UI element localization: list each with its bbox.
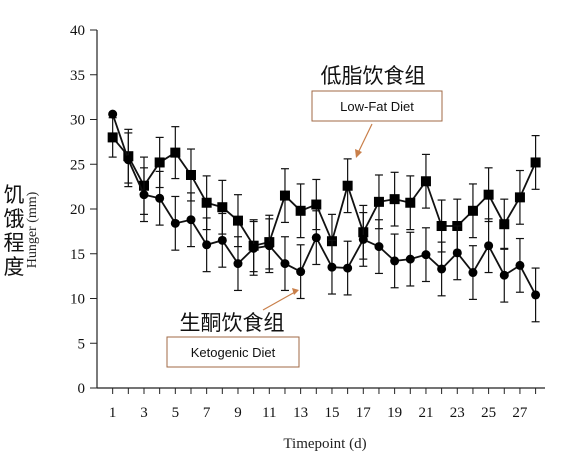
- ketogenic-point: [139, 190, 149, 200]
- x-tick-label: 23: [450, 405, 465, 421]
- low-fat-point: [217, 202, 228, 213]
- x-tick-label: 9: [234, 405, 242, 421]
- y-tick-label: 15: [70, 247, 85, 263]
- ketogenic-point: [249, 243, 259, 253]
- ketogenic-point: [405, 254, 415, 264]
- low-fat-point: [295, 205, 306, 216]
- ketogenic-point: [108, 109, 118, 119]
- y-axis-label-cn-char: 饿: [4, 207, 25, 231]
- x-tick-label: 25: [481, 405, 496, 421]
- low-fat-point: [530, 157, 541, 168]
- x-tick-label: 11: [262, 405, 276, 421]
- low-fat-point: [514, 192, 525, 203]
- y-tick-label: 0: [78, 381, 86, 397]
- ketogenic-point: [358, 234, 368, 244]
- ketogenic-point: [217, 235, 227, 245]
- low-fat-legend-box: [311, 90, 443, 122]
- y-axis-label-cn-char: 程: [4, 231, 25, 255]
- ketogenic-point: [327, 262, 337, 272]
- low-fat-point: [389, 194, 400, 205]
- y-axis-label-cn-char: 度: [4, 255, 25, 279]
- ketogenic-point: [499, 270, 509, 280]
- y-tick-label: 30: [70, 113, 85, 129]
- low-fat-point: [311, 199, 322, 210]
- low-fat-point: [373, 196, 384, 207]
- ketogenic-point: [437, 264, 447, 274]
- ketogenic-point: [170, 218, 180, 228]
- low-fat-point: [420, 176, 431, 187]
- low-fat-point: [405, 197, 416, 208]
- x-tick-label: 21: [418, 405, 433, 421]
- ketogenic-point: [155, 193, 165, 203]
- ketogenic-point: [264, 241, 274, 251]
- ketogenic-point: [311, 233, 321, 243]
- low-fat-point: [170, 147, 181, 158]
- ketogenic-point: [390, 256, 400, 266]
- ketogenic-point: [421, 250, 431, 260]
- y-tick-label: 25: [70, 157, 85, 173]
- ketogenic-point: [531, 290, 541, 300]
- low-fat-point: [154, 157, 165, 168]
- ketogenic-point: [280, 259, 290, 269]
- low-fat-line: [111, 136, 537, 247]
- low-fat-point: [232, 215, 243, 226]
- ketogenic-point: [296, 267, 306, 277]
- ketogenic-point: [374, 242, 384, 252]
- x-tick-label: 7: [203, 405, 211, 421]
- y-tick-label: 35: [70, 68, 85, 84]
- ketogenic-arrow: [262, 288, 299, 311]
- y-tick-label: 20: [70, 202, 85, 218]
- low-fat-point: [201, 197, 212, 208]
- low-fat-point: [499, 219, 510, 230]
- low-fat-point: [483, 189, 494, 200]
- y-tick-label: 10: [70, 292, 85, 308]
- ketogenic-point: [123, 155, 133, 165]
- series-ketogenic-diet: [108, 109, 541, 323]
- low-fat-point: [107, 132, 118, 143]
- ketogenic-cn-label: 生酮饮食组: [180, 311, 285, 335]
- x-tick-label: 17: [356, 405, 372, 421]
- low-fat-point: [436, 221, 447, 232]
- low-fat-point: [279, 190, 290, 201]
- x-tick-label: 19: [387, 405, 402, 421]
- x-tick-label: 1: [109, 405, 117, 421]
- x-axis-label: Timepoint (d): [283, 436, 366, 452]
- ketogenic-legend-box: [166, 336, 300, 368]
- ketogenic-legend-text: Ketogenic Diet: [191, 345, 276, 360]
- y-tick-label: 40: [70, 23, 85, 39]
- ketogenic-point: [202, 240, 212, 250]
- y-axis-label-cn-char: 饥: [4, 183, 25, 207]
- ketogenic-line: [111, 113, 537, 296]
- x-tick-label: 3: [140, 405, 148, 421]
- ketogenic-point: [452, 248, 462, 258]
- ketogenic-point: [515, 260, 525, 270]
- axes: [96, 30, 545, 389]
- x-tick-label: 15: [324, 405, 339, 421]
- y-tick-label: 5: [78, 336, 86, 352]
- x-tick-label: 27: [512, 405, 528, 421]
- low-fat-cn-label: 低脂饮食组: [321, 64, 426, 88]
- x-axis-ticks: 1 3 5 7 9 11 13 15 17 19 21 23 25 27: [109, 388, 537, 421]
- y-axis-ticks: 0 5 10 15 20 25 30 35 40: [70, 23, 97, 397]
- ketogenic-point: [233, 259, 243, 269]
- ketogenic-point: [186, 215, 196, 225]
- low-fat-arrow: [355, 123, 373, 158]
- low-fat-point: [342, 180, 353, 191]
- series-low-fat-diet: [107, 117, 541, 273]
- low-fat-legend-text: Low-Fat Diet: [340, 99, 414, 114]
- ketogenic-point: [343, 263, 353, 273]
- ketogenic-point: [484, 241, 494, 251]
- x-tick-label: 5: [172, 405, 180, 421]
- y-axis-label-en: Hunger (mm): [25, 191, 40, 268]
- x-tick-label: 13: [293, 405, 308, 421]
- low-fat-point: [185, 169, 196, 180]
- low-fat-point: [467, 205, 478, 216]
- ketogenic-point: [468, 268, 478, 278]
